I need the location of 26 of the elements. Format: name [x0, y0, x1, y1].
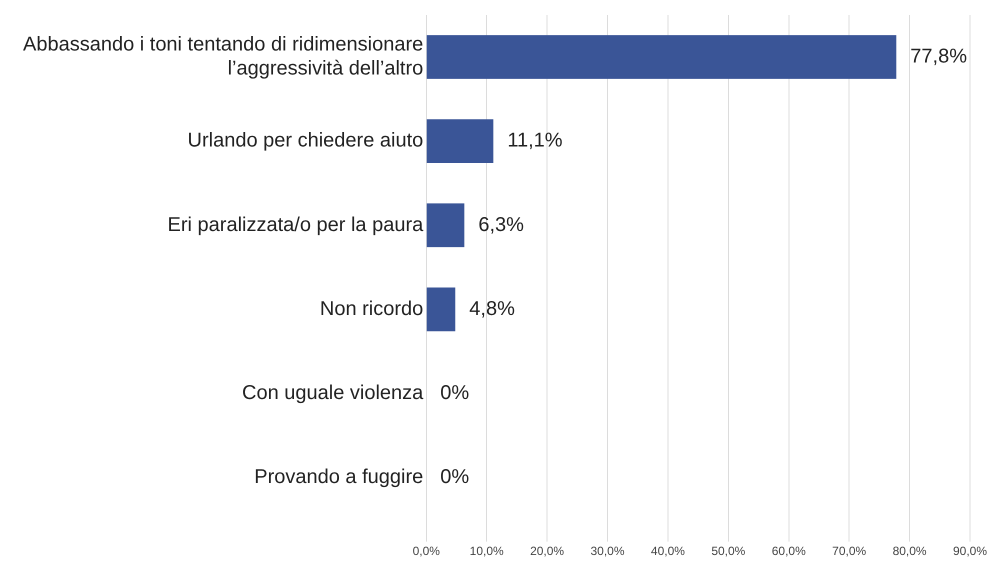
bar [426, 287, 456, 332]
x-tick-label: 10,0% [470, 544, 504, 558]
data-label: 0% [440, 466, 470, 488]
x-tick-label: 70,0% [832, 544, 867, 558]
data-label: 6,3% [478, 214, 524, 236]
x-tick-label: 80,0% [892, 544, 927, 558]
x-tick-label: 60,0% [772, 544, 806, 558]
y-tick-label: Abbassando i toni tentando di ridimensionare l’aggressività dell’altro [23, 34, 424, 80]
y-tick-label: Provando a fuggire [254, 466, 424, 488]
data-label: 4,8% [469, 298, 516, 320]
bar [426, 35, 896, 79]
y-tick-label: Con uguale violenza [242, 382, 424, 404]
x-tick-label: 20,0% [530, 544, 564, 558]
data-label: 77,8% [910, 46, 968, 68]
data-label: 11,1% [507, 130, 563, 152]
x-tick-label: 40,0% [650, 544, 686, 558]
y-tick-label: Non ricordo [320, 298, 424, 320]
x-tick-label: 0,0% [412, 544, 440, 558]
bar [426, 119, 494, 164]
y-tick-label: Urlando per chiedere aiuto [188, 130, 424, 152]
y-tick-label: Eri paralizzata/o per la paura [168, 214, 424, 236]
x-tick-label: 90,0% [952, 544, 988, 558]
data-label: 0% [440, 382, 470, 404]
bar [426, 203, 464, 248]
x-tick-label: 50,0% [711, 544, 746, 558]
x-tick-label: 30,0% [590, 544, 625, 558]
